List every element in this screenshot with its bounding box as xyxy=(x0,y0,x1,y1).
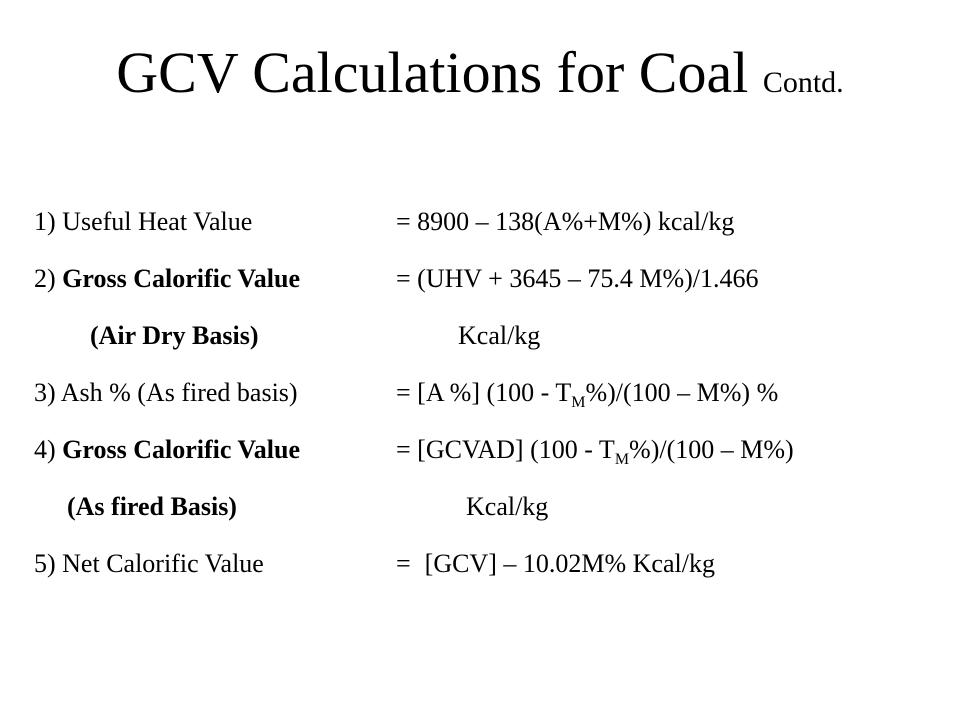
row-5-label: 4) Gross Calorific Value xyxy=(34,430,300,470)
title-text: GCV Calculations for Coal xyxy=(116,40,749,105)
row-1-term: Useful Heat Value xyxy=(62,207,253,236)
row-5-eq-subscript: M xyxy=(614,451,630,468)
row-4-eq-subscript: M xyxy=(571,394,586,411)
row-2-equation: = (UHV + 3645 – 75.4 M%)/1.466 xyxy=(396,264,759,293)
row-7-eq-sign: = xyxy=(396,549,411,578)
row-4-equation: = [A %] (100 - TM%)/(100 – M%) % xyxy=(396,373,778,413)
row-6-label: (As fired Basis) xyxy=(67,487,237,527)
row-6-term: (As fired Basis) xyxy=(67,492,237,521)
row-5-eq-start: = [GCVAD] (100 - T xyxy=(396,435,615,464)
formula-row-2: 2) Gross Calorific Value = (UHV + 3645 –… xyxy=(0,259,960,299)
row-5-number: 4) xyxy=(34,435,63,464)
row-4-eq-end: %)/(100 – M%) % xyxy=(585,378,779,407)
row-3-label: (Air Dry Basis) xyxy=(90,316,259,356)
formula-row-7: 5) Net Calorific Value = [GCV] – 10.02M% … xyxy=(0,544,960,584)
formula-row-1: 1) Useful Heat Value = 8900 – 138(A%+M%)… xyxy=(0,202,960,242)
formula-row-5: 4) Gross Calorific Value = [GCVAD] (100 … xyxy=(0,430,960,470)
formula-row-6: (As fired Basis) Kcal/kg xyxy=(0,487,960,527)
row-5-term: Gross Calorific Value xyxy=(62,435,301,464)
row-7-eq-body: [GCV] – 10.02M% Kcal/kg xyxy=(424,549,715,578)
row-3-equation: Kcal/kg xyxy=(458,321,541,350)
row-1-equation: = 8900 – 138(A%+M%) kcal/kg xyxy=(396,207,735,236)
row-4-eq-start: = [A %] (100 - T xyxy=(396,378,572,407)
row-5-eq-end: %)/(100 – M%) xyxy=(629,435,794,464)
row-1-number: 1) xyxy=(34,207,63,236)
slide-title: GCV Calculations for Coal Contd. xyxy=(0,38,960,118)
row-1-label: 1) Useful Heat Value xyxy=(34,202,252,242)
row-3-term: (Air Dry Basis) xyxy=(90,321,259,350)
row-2-number: 2) xyxy=(34,264,63,293)
row-7-label: 5) Net Calorific Value xyxy=(34,549,264,578)
row-2-term: Gross Calorific Value xyxy=(62,264,301,293)
formula-row-3: (Air Dry Basis) Kcal/kg xyxy=(0,316,960,356)
formula-row-4: 3) Ash % (As fired basis) = [A %] (100 -… xyxy=(0,373,960,413)
row-6-equation: Kcal/kg xyxy=(466,492,549,521)
row-7-equation: = [GCV] – 10.02M% Kcal/kg xyxy=(396,544,715,584)
title-suffix: Contd. xyxy=(762,66,844,99)
row-2-label: 2) Gross Calorific Value xyxy=(34,259,300,299)
row-4-label: 3) Ash % (As fired basis) xyxy=(34,378,298,407)
row-5-equation: = [GCVAD] (100 - TM%)/(100 – M%) xyxy=(396,430,794,470)
